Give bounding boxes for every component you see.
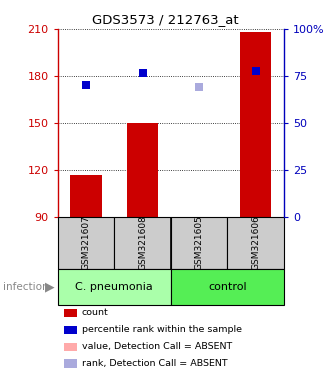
Bar	[114, 217, 171, 269]
Point	[140, 70, 145, 76]
Bar	[171, 217, 227, 269]
Text: GSM321608: GSM321608	[138, 215, 147, 270]
Text: GDS3573 / 212763_at: GDS3573 / 212763_at	[92, 13, 238, 26]
Bar	[227, 217, 284, 269]
Text: value, Detection Call = ABSENT: value, Detection Call = ABSENT	[82, 342, 232, 351]
Point	[83, 82, 89, 88]
Text: control: control	[208, 282, 247, 292]
Bar	[58, 269, 171, 305]
Text: percentile rank within the sample: percentile rank within the sample	[82, 325, 242, 334]
Text: count: count	[82, 308, 109, 318]
Bar	[58, 217, 114, 269]
Bar	[171, 269, 284, 305]
Text: rank, Detection Call = ABSENT: rank, Detection Call = ABSENT	[82, 359, 227, 368]
Text: infection: infection	[3, 282, 49, 292]
Text: GSM321607: GSM321607	[82, 215, 90, 270]
Text: C. pneumonia: C. pneumonia	[75, 282, 153, 292]
Bar	[127, 123, 158, 217]
Text: GSM321606: GSM321606	[251, 215, 260, 270]
Text: GSM321605: GSM321605	[194, 215, 204, 270]
Point	[253, 68, 258, 74]
Point	[196, 84, 202, 90]
Bar	[71, 175, 102, 217]
Bar	[240, 32, 271, 217]
Text: ▶: ▶	[45, 281, 54, 293]
